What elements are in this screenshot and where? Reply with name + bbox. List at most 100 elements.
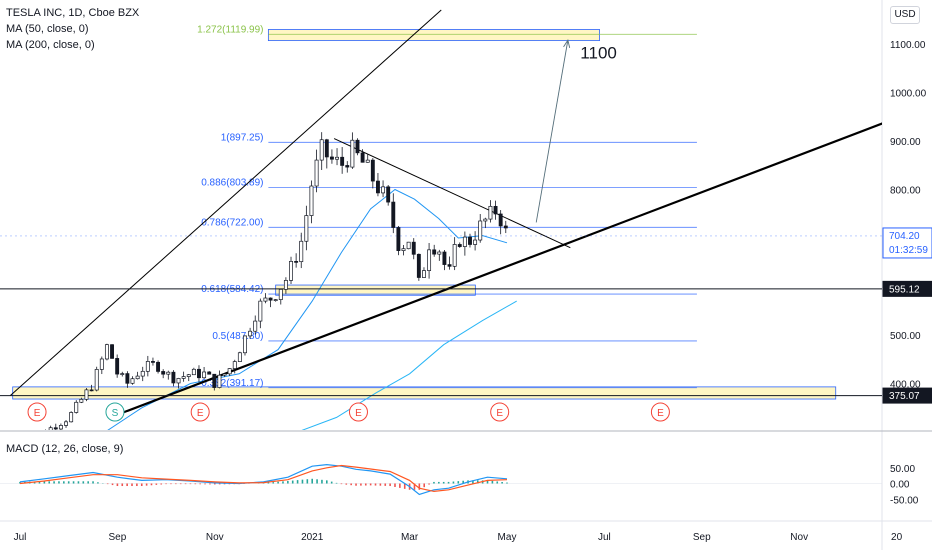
event-label-5: E xyxy=(657,408,664,419)
candle-body xyxy=(207,371,212,375)
candle-body xyxy=(360,152,365,163)
y-tick-3: 800.00 xyxy=(890,186,921,197)
target-label: 1100 xyxy=(580,44,617,63)
candle-body xyxy=(227,368,232,375)
projection-arrow-head xyxy=(563,38,571,49)
candle-body xyxy=(186,374,191,377)
projection-arrow xyxy=(535,40,569,223)
candle-body xyxy=(156,361,161,372)
candle-body xyxy=(437,251,442,255)
fib-label-3: 0.786(722.00) xyxy=(201,217,263,228)
candle-body xyxy=(416,253,421,278)
macd-line xyxy=(19,463,508,496)
candle-body xyxy=(84,389,89,400)
x-tick-8: Nov xyxy=(790,532,808,543)
candle-body xyxy=(125,373,130,384)
candle-body xyxy=(39,432,42,436)
candle-body xyxy=(263,297,268,302)
event-label-0: E xyxy=(34,408,41,419)
candle-body xyxy=(166,371,171,375)
candle-body xyxy=(69,412,74,423)
candle-body xyxy=(478,220,483,241)
symbol-legend: TESLA INC, 1D, Cboe BZX xyxy=(6,7,140,19)
candle-body xyxy=(237,352,242,362)
x-tick-4: Mar xyxy=(401,532,419,543)
candle-body xyxy=(350,139,355,168)
candle-body xyxy=(258,300,263,322)
candle-body xyxy=(406,241,411,250)
x-tick-3: 2021 xyxy=(301,532,324,543)
candle-body xyxy=(391,201,396,228)
ma50-legend: MA (50, close, 0) xyxy=(6,23,89,35)
x-tick-9: 20 xyxy=(891,532,903,543)
candle-body xyxy=(232,361,237,369)
candle-body xyxy=(457,244,462,247)
candle-body xyxy=(278,289,283,300)
event-marker-5 xyxy=(650,402,670,422)
candle-body xyxy=(53,427,58,430)
candle-body xyxy=(503,225,508,229)
fib-label-4: 0.618(584.42) xyxy=(201,284,263,295)
ma200-legend: MA (200, close, 0) xyxy=(6,39,95,51)
currency-button[interactable]: USD xyxy=(890,6,920,24)
candle-body xyxy=(104,344,109,360)
candles xyxy=(39,132,508,436)
candle-body xyxy=(345,165,350,168)
fib-label-2: 0.886(803.89) xyxy=(201,178,263,189)
macd-pane xyxy=(0,463,882,496)
macd-tick-2: -50.00 xyxy=(890,495,919,506)
candle-body xyxy=(375,180,380,194)
candle-body xyxy=(468,236,472,245)
candle-body xyxy=(289,261,293,281)
trendline-2 xyxy=(333,138,571,249)
candle-body xyxy=(432,249,437,255)
candle-body xyxy=(248,330,253,337)
candle-body xyxy=(273,299,278,301)
candle-body xyxy=(217,374,222,388)
candle-body xyxy=(44,432,47,433)
candle-body xyxy=(130,378,135,384)
candle-body xyxy=(176,378,181,384)
candle-body xyxy=(110,344,114,359)
zone-1 xyxy=(275,284,476,296)
x-tick-2: Nov xyxy=(206,532,224,543)
y-tick-6: 400.00 xyxy=(890,380,921,391)
y-tick-0: 1100.00 xyxy=(890,40,926,51)
candle-body xyxy=(442,251,447,265)
fib-label-5: 0.5(487.80) xyxy=(212,331,263,342)
candle-body xyxy=(191,368,196,376)
event-label-4: E xyxy=(496,408,503,419)
candle-body xyxy=(145,361,150,372)
candle-body xyxy=(401,248,406,251)
candle-body xyxy=(493,205,498,215)
macd-tick-0: 50.00 xyxy=(890,464,915,475)
event-marker-1 xyxy=(105,402,125,422)
fib-label-1: 1(897.25) xyxy=(221,132,264,143)
candle-body xyxy=(212,373,217,388)
candle-body xyxy=(427,249,432,271)
y-tick-5: 500.00 xyxy=(890,331,921,342)
price-badge-0 xyxy=(882,227,932,259)
y-tick-1: 1000.00 xyxy=(890,89,927,100)
candle-body xyxy=(283,280,288,290)
candle-body xyxy=(335,156,339,160)
candle-body xyxy=(370,159,375,182)
x-tick-1: Sep xyxy=(109,532,127,543)
candle-body xyxy=(314,159,319,187)
price-badge-fill-2 xyxy=(883,388,932,404)
event-marker-0 xyxy=(27,402,47,422)
event-marker-3 xyxy=(348,402,368,422)
candle-body xyxy=(381,186,386,194)
candle-body xyxy=(488,205,493,220)
candle-body xyxy=(473,239,478,245)
candle-body xyxy=(161,371,166,375)
event-marker-4 xyxy=(490,402,510,422)
candle-body xyxy=(411,241,416,255)
x-tick-5: May xyxy=(498,532,517,543)
candle-body xyxy=(89,389,94,392)
candle-body xyxy=(151,361,155,363)
signal-line xyxy=(19,464,508,493)
candle-body xyxy=(294,261,299,263)
candle-body xyxy=(422,270,426,278)
